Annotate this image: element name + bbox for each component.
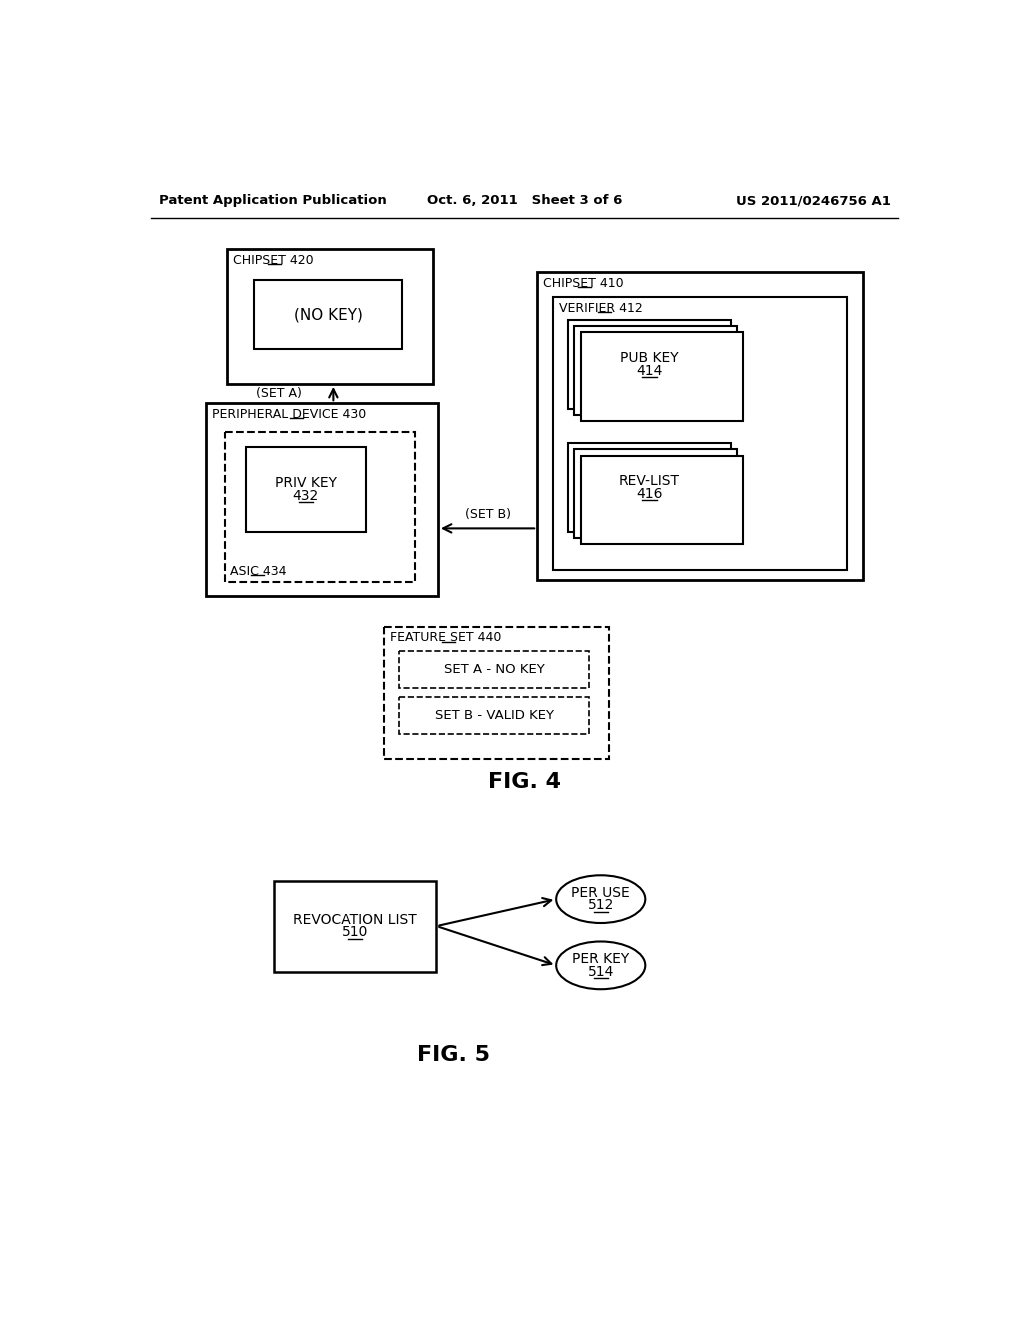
- Text: US 2011/0246756 A1: US 2011/0246756 A1: [735, 194, 891, 207]
- Text: PERIPHERAL DEVICE 430: PERIPHERAL DEVICE 430: [212, 408, 366, 421]
- Text: FIG. 4: FIG. 4: [488, 772, 561, 792]
- Bar: [581, 455, 743, 544]
- Bar: [568, 444, 731, 532]
- Bar: [206, 404, 438, 595]
- Text: PUB KEY: PUB KEY: [621, 351, 679, 366]
- Text: PER KEY: PER KEY: [572, 952, 630, 966]
- Text: 432: 432: [293, 488, 319, 503]
- Text: PER USE: PER USE: [571, 886, 630, 900]
- Bar: [254, 280, 401, 350]
- Text: 512: 512: [588, 899, 614, 912]
- Text: FEATURE SET 440: FEATURE SET 440: [390, 631, 502, 644]
- Bar: [384, 627, 608, 759]
- Bar: [568, 321, 731, 409]
- Text: REV-LIST: REV-LIST: [620, 474, 680, 488]
- Text: ASIC 434: ASIC 434: [229, 565, 286, 578]
- Bar: [574, 449, 737, 539]
- Bar: [246, 447, 366, 532]
- Bar: [553, 297, 847, 570]
- Text: 510: 510: [342, 925, 369, 940]
- Text: (SET B): (SET B): [465, 508, 511, 521]
- Bar: [574, 326, 737, 414]
- Bar: [399, 651, 589, 688]
- Text: 416: 416: [636, 487, 663, 500]
- Text: VERIFIER 412: VERIFIER 412: [559, 302, 643, 314]
- Text: CHIPSET 420: CHIPSET 420: [233, 253, 314, 267]
- Text: Patent Application Publication: Patent Application Publication: [159, 194, 387, 207]
- Text: Oct. 6, 2011   Sheet 3 of 6: Oct. 6, 2011 Sheet 3 of 6: [427, 194, 623, 207]
- Bar: [273, 880, 436, 972]
- Text: PRIV KEY: PRIV KEY: [274, 477, 337, 490]
- Bar: [225, 432, 415, 582]
- Text: REVOCATION LIST: REVOCATION LIST: [293, 913, 417, 927]
- Bar: [399, 697, 589, 734]
- Ellipse shape: [556, 941, 645, 989]
- Text: 514: 514: [588, 965, 614, 978]
- Bar: [227, 249, 432, 384]
- Bar: [538, 272, 862, 581]
- Text: (NO KEY): (NO KEY): [294, 308, 362, 322]
- Text: 414: 414: [636, 363, 663, 378]
- Text: SET B - VALID KEY: SET B - VALID KEY: [434, 709, 554, 722]
- Bar: [581, 333, 743, 421]
- Text: FIG. 5: FIG. 5: [417, 1045, 490, 1065]
- Ellipse shape: [556, 875, 645, 923]
- Text: (SET A): (SET A): [256, 387, 302, 400]
- Text: CHIPSET 410: CHIPSET 410: [544, 277, 624, 290]
- Text: SET A - NO KEY: SET A - NO KEY: [443, 663, 545, 676]
